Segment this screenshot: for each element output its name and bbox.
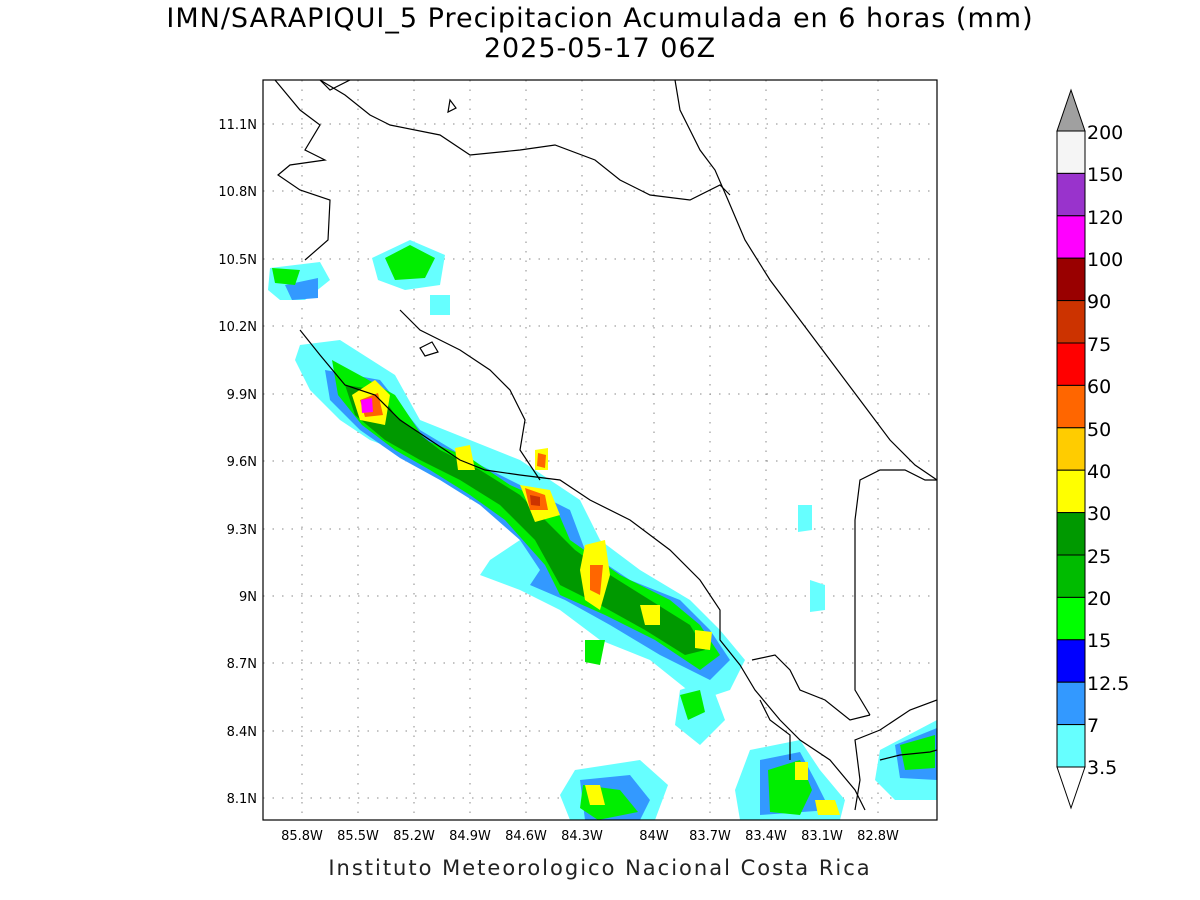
colorbar-swatch	[1056, 215, 1086, 259]
colorbar-swatch	[1056, 257, 1086, 302]
lon-axis: 85.8W 85.5W 85.2W 84.9W 84.6W 84.3W 84W …	[281, 829, 899, 844]
colorbar-swatch	[1056, 681, 1086, 726]
colorbar-label: 15	[1087, 630, 1111, 652]
colorbar-label: 12.5	[1087, 673, 1129, 695]
lat-label: 8.7N	[227, 657, 257, 672]
lon-label: 85.2W	[393, 829, 435, 844]
colorbar-label: 150	[1087, 164, 1123, 186]
lon-label: 84.3W	[561, 829, 603, 844]
colorbar-over-arrow	[1056, 88, 1086, 132]
lat-label: 10.5N	[218, 253, 257, 268]
colorbar-swatch	[1056, 342, 1086, 386]
rain-extreme	[361, 398, 373, 413]
colorbar-label: 200	[1087, 122, 1123, 144]
lon-label: 84.6W	[505, 829, 547, 844]
colorbar-swatch	[1056, 130, 1086, 174]
lat-label: 8.4N	[227, 725, 257, 740]
lon-label: 84.9W	[449, 829, 491, 844]
lat-label: 9N	[239, 590, 257, 605]
rain-peak	[530, 495, 540, 506]
colorbar-swatch	[1056, 639, 1086, 683]
colorbar-swatch	[1056, 300, 1086, 344]
colorbar-swatch	[1056, 384, 1086, 429]
colorbar-label: 90	[1087, 291, 1111, 313]
lat-label: 10.2N	[218, 320, 257, 335]
map-date: 2025-05-17 06Z	[483, 33, 717, 64]
colorbar-swatch	[1056, 469, 1086, 514]
colorbar-label: 3.5	[1087, 757, 1117, 779]
colorbar-swatch	[1056, 172, 1086, 217]
colorbar-label: 25	[1087, 546, 1111, 568]
lon-label: 83.1W	[801, 829, 843, 844]
lon-label: 85.5W	[337, 829, 379, 844]
colorbar-label: 50	[1087, 419, 1111, 441]
lon-label: 83.7W	[689, 829, 731, 844]
colorbar-under-arrow	[1056, 766, 1086, 810]
map-background	[263, 80, 937, 820]
colorbar-label: 60	[1087, 376, 1111, 398]
lon-label: 82.8W	[857, 829, 899, 844]
precipitation-field	[268, 240, 937, 820]
colorbar-boxes	[1056, 130, 1086, 768]
colorbar-label: 100	[1087, 249, 1123, 271]
colorbar-label: 120	[1087, 207, 1123, 229]
colorbar-label: 7	[1087, 715, 1099, 737]
map-title: IMN/SARAPIQUI_5 Precipitacion Acumulada …	[166, 3, 1034, 34]
lat-label: 11.1N	[218, 118, 257, 133]
colorbar-label: 20	[1087, 588, 1111, 610]
colorbar-swatch	[1056, 724, 1086, 768]
colorbar-swatch	[1056, 512, 1086, 556]
lon-label: 83.4W	[745, 829, 787, 844]
lat-label: 9.6N	[227, 455, 257, 470]
colorbar-swatch	[1056, 554, 1086, 598]
rain-dark-green	[345, 385, 705, 655]
map-frame	[262, 79, 938, 821]
colorbar-label: 30	[1087, 503, 1111, 525]
colorbar-swatch	[1056, 427, 1086, 471]
map-area	[262, 79, 938, 821]
coastlines	[274, 80, 937, 811]
colorbar-label: 75	[1087, 334, 1111, 356]
institution-footer: Instituto Meteorologico Nacional Costa R…	[328, 856, 872, 880]
lat-label: 9.3N	[227, 523, 257, 538]
lon-label: 84W	[639, 829, 669, 844]
colorbar-label: 40	[1087, 461, 1111, 483]
colorbar-swatch	[1056, 596, 1086, 641]
lat-label: 8.1N	[227, 792, 257, 807]
lon-label: 85.8W	[281, 829, 323, 844]
colorbar: 200 150 120 100 90 75 60 50 40 30 25 20 …	[1056, 88, 1129, 810]
lat-axis: 11.1N 10.8N 10.5N 10.2N 9.9N 9.6N 9.3N 9…	[218, 118, 257, 807]
colorbar-labels: 200 150 120 100 90 75 60 50 40 30 25 20 …	[1087, 122, 1129, 779]
lat-label: 9.9N	[227, 388, 257, 403]
lat-label: 10.8N	[218, 185, 257, 200]
